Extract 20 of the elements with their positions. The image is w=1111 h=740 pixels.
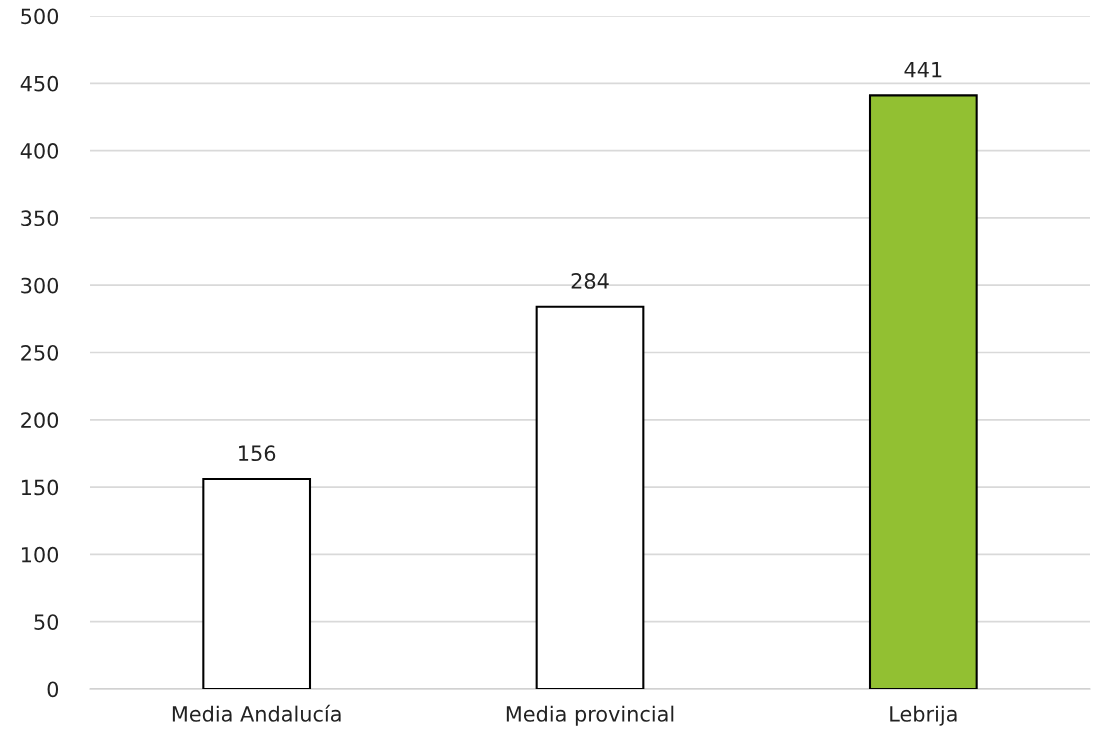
x-tick-label: Lebrija [890,705,957,726]
y-tick-label: 400 [20,143,59,159]
x-tick-label: Media Andalucía [172,704,341,722]
y-tick-label: 200 [21,412,59,429]
data-label: 156 [239,445,276,462]
y-tick-label: 50 [34,614,59,630]
bar [535,305,645,689]
x-tick-label: Media provincial [506,705,674,726]
data-label: 284 [571,273,609,289]
y-tick-label: 350 [21,210,59,227]
y-tick-label: 250 [21,344,59,361]
y-tick-label: 500 [21,8,59,25]
y-tick-label: 0 [47,681,59,698]
bar [202,477,312,689]
data-label: 441 [904,62,942,78]
y-tick-label: 450 [20,75,59,92]
y-tick-label: 300 [21,277,59,294]
y-tick-label: 100 [21,546,59,563]
y-tick-label: 150 [21,479,59,496]
bar [868,94,978,689]
